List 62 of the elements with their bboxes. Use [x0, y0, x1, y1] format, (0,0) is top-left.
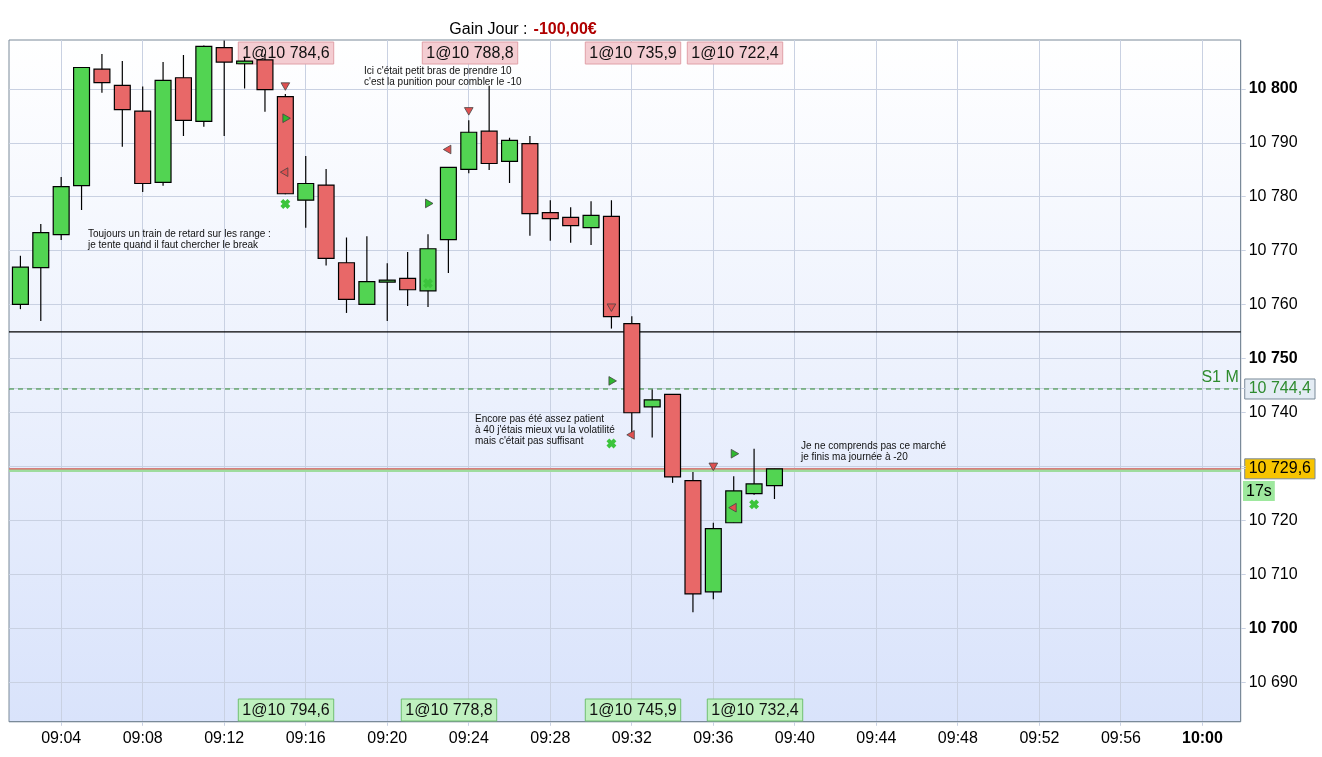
annotation: 1@10 788,8 — [426, 44, 514, 62]
x-tick-label: 09:28 — [530, 728, 571, 746]
annotation: 1@10 784,6 — [242, 44, 330, 62]
annotation: Toujours un train de retard sur les range : je tente quand il faut chercher le break — [87, 228, 271, 251]
x-tick-label: 09:40 — [774, 728, 815, 746]
point — [279, 198, 291, 210]
candlestick — [297, 155, 315, 229]
point — [748, 498, 760, 510]
annotation: 1@10 732,4 — [711, 701, 799, 719]
x-tick-label: 09:12 — [204, 728, 245, 746]
point — [606, 303, 617, 312]
point — [464, 107, 474, 116]
point — [422, 277, 434, 289]
annotation: Je ne comprends pas ce marché je finis ma journée à -20 — [800, 440, 947, 463]
x-tick-label: 10:00 — [1181, 728, 1224, 746]
y-tick-label: 10 700 — [1248, 618, 1298, 636]
candlestick — [765, 468, 784, 500]
y-tick-label: 10 740 — [1248, 403, 1298, 421]
y-tick-label: 10 710 — [1248, 564, 1298, 582]
point — [442, 144, 452, 155]
annotation: 1@10 778,8 — [405, 701, 493, 719]
x-tick-label: 09:52 — [1019, 728, 1060, 746]
point — [282, 113, 291, 123]
candlestick — [500, 137, 519, 184]
y-tick-label: 10 800 — [1248, 79, 1298, 97]
point — [730, 448, 740, 459]
point — [280, 82, 291, 91]
text: 17s — [1246, 482, 1272, 500]
point — [626, 430, 635, 440]
x-tick-label: 09:56 — [1100, 728, 1142, 746]
annotation: 1@10 722,4 — [691, 44, 779, 62]
point — [425, 198, 434, 209]
x-tick-label: 09:32 — [611, 728, 652, 746]
y-tick-label: 10 760 — [1248, 295, 1298, 313]
chart-title: Gain Jour : — [449, 20, 528, 37]
y-tick-label: 10 770 — [1248, 241, 1298, 259]
point — [279, 167, 289, 177]
x-tick-label: 09:44 — [856, 728, 897, 746]
annotation: 1@10 794,6 — [242, 701, 330, 719]
y-tick-label: 10 790 — [1248, 133, 1298, 151]
point — [708, 462, 719, 471]
x-tick-label: 09:20 — [367, 728, 408, 746]
x-tick-label: 09:36 — [693, 728, 734, 746]
ref-line-label: S1 M — [1201, 368, 1239, 386]
point — [605, 437, 617, 450]
x-tick-label: 09:48 — [937, 728, 978, 746]
x-tick-label: 09:08 — [122, 728, 163, 746]
y-tick-label: 10 720 — [1248, 511, 1298, 529]
x-tick-label: 09:04 — [41, 728, 82, 746]
annotation: 1@10 745,9 — [589, 701, 677, 719]
chart-subtitle: -100,00€ — [533, 20, 597, 37]
annotation: Ici c'était petit bras de prendre 10 c'est la punition pour combler le -10 — [364, 65, 522, 88]
y-tick-label: 10 750 — [1248, 349, 1298, 367]
annotation: 1@10 735,9 — [589, 44, 677, 62]
annotation: Encore pas été assez patient à 40 j'étais mieux vu la volatilité mais c'était pas suffisant — [475, 412, 616, 446]
y-tick-label: 10 729,6 — [1248, 459, 1312, 477]
y-tick-label: 10 744,4 — [1248, 379, 1312, 397]
y-tick-label: 10 780 — [1248, 187, 1298, 205]
y-tick-label: 10 690 — [1248, 672, 1298, 690]
x-tick-label: 09:24 — [448, 728, 489, 746]
x-tick-label: 09:16 — [285, 728, 326, 746]
point — [608, 376, 617, 386]
